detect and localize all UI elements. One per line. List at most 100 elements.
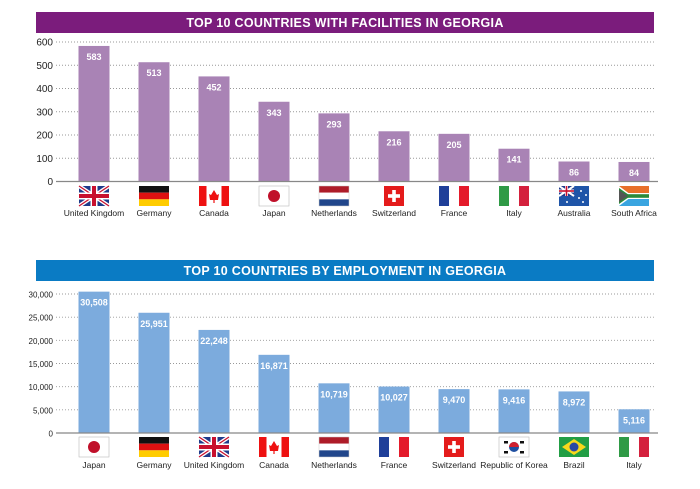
y-tick-label: 200 [36, 131, 53, 142]
bar [78, 291, 110, 433]
flag-icon [619, 437, 649, 457]
flag-icon [139, 437, 169, 457]
x-category-label: Japan [262, 208, 285, 218]
x-category-label: France [441, 208, 468, 218]
bar-value-label: 86 [569, 168, 579, 178]
bar-value-label: 25,951 [140, 319, 168, 329]
flag-icon [499, 186, 529, 206]
y-tick-label: 30,000 [29, 291, 54, 300]
bar-value-label: 84 [629, 168, 639, 178]
y-tick-label: 0 [47, 177, 53, 188]
y-tick-label: 0 [49, 430, 54, 439]
y-tick-label: 15,000 [29, 360, 54, 369]
y-tick-label: 20,000 [29, 337, 54, 346]
x-category-label: Australia [557, 208, 590, 218]
x-category-label: Italy [506, 208, 522, 218]
y-tick-label: 500 [36, 61, 53, 72]
bar-value-label: 9,416 [503, 395, 526, 405]
bar-value-label: 343 [266, 108, 281, 118]
flag-icon [258, 185, 290, 207]
x-category-label: Netherlands [311, 208, 357, 218]
x-category-label: Japan [82, 460, 105, 470]
flag-icon [259, 437, 289, 457]
bar-value-label: 16,871 [260, 361, 288, 371]
bar [618, 409, 650, 433]
chart-title-bar [36, 260, 654, 281]
bar [258, 354, 290, 433]
bar-value-label: 10,027 [380, 393, 408, 403]
bar [498, 148, 530, 182]
bar-value-label: 30,508 [80, 298, 108, 308]
flag-icon [77, 184, 111, 208]
flag-icon [444, 437, 464, 457]
bar [78, 45, 110, 182]
x-category-label: United Kingdom [64, 208, 124, 218]
y-tick-label: 600 [36, 38, 53, 49]
chart-2: TOP 10 COUNTRIES BY EMPLOYMENT IN GEORGI… [29, 260, 658, 470]
bar [198, 329, 230, 433]
y-tick-label: 10,000 [29, 383, 54, 392]
chart-title: TOP 10 COUNTRIES BY EMPLOYMENT IN GEORGI… [184, 264, 507, 278]
flag-icon [197, 435, 231, 459]
bar-value-label: 513 [146, 68, 161, 78]
x-category-label: Brazil [563, 460, 584, 470]
bar [558, 161, 590, 182]
bar [198, 76, 230, 182]
x-category-label: Netherlands [311, 460, 357, 470]
flag-icon [78, 436, 110, 458]
flag-icon [619, 186, 649, 206]
bar-value-label: 205 [446, 140, 461, 150]
bar-value-label: 10,719 [320, 389, 348, 399]
x-category-label: Republic of Korea [480, 460, 548, 470]
y-tick-label: 5,000 [33, 406, 54, 415]
bar-value-label: 452 [206, 82, 221, 92]
x-category-label: Italy [626, 460, 642, 470]
bar [258, 101, 290, 182]
flag-icon [139, 186, 169, 206]
flag-icon [379, 437, 409, 457]
y-tick-label: 300 [36, 107, 53, 118]
flag-icon [199, 186, 229, 206]
bar [438, 389, 470, 433]
x-category-label: Germany [137, 460, 173, 470]
x-category-label: Switzerland [432, 460, 476, 470]
x-category-label: Canada [199, 208, 229, 218]
bar [498, 389, 530, 433]
bar-value-label: 293 [326, 119, 341, 129]
bar [618, 161, 650, 182]
flag-icon [384, 186, 404, 206]
y-tick-label: 400 [36, 84, 53, 95]
y-tick-label: 25,000 [29, 314, 54, 323]
x-category-label: France [381, 460, 408, 470]
x-category-label: Canada [259, 460, 289, 470]
x-category-label: Germany [137, 208, 173, 218]
bar-value-label: 22,248 [200, 336, 228, 346]
x-category-label: Switzerland [372, 208, 416, 218]
chart-1: TOP 10 COUNTRIES WITH FACILITIES IN GEOR… [36, 12, 658, 218]
x-category-label: South Africa [611, 208, 657, 218]
bar [138, 62, 170, 182]
bar [138, 312, 170, 433]
bar [438, 133, 470, 182]
bar-value-label: 8,972 [563, 397, 586, 407]
bar [318, 113, 350, 182]
flag-icon [318, 436, 350, 458]
y-tick-label: 100 [36, 154, 53, 165]
flag-icon [439, 186, 469, 206]
bar-value-label: 583 [86, 52, 101, 62]
bar-value-label: 216 [386, 137, 401, 147]
flag-icon [558, 185, 589, 206]
chart-title: TOP 10 COUNTRIES WITH FACILITIES IN GEOR… [186, 16, 503, 30]
bar-value-label: 5,116 [623, 415, 645, 425]
bar [558, 391, 590, 433]
flag-icon [559, 437, 589, 457]
bar [318, 383, 350, 433]
flag-icon [318, 185, 350, 207]
bar [378, 386, 410, 433]
bar-value-label: 141 [506, 155, 521, 165]
bar [378, 131, 410, 182]
x-category-label: United Kingdom [184, 460, 244, 470]
chart-title-bar [36, 12, 654, 33]
flag-icon [498, 436, 530, 458]
